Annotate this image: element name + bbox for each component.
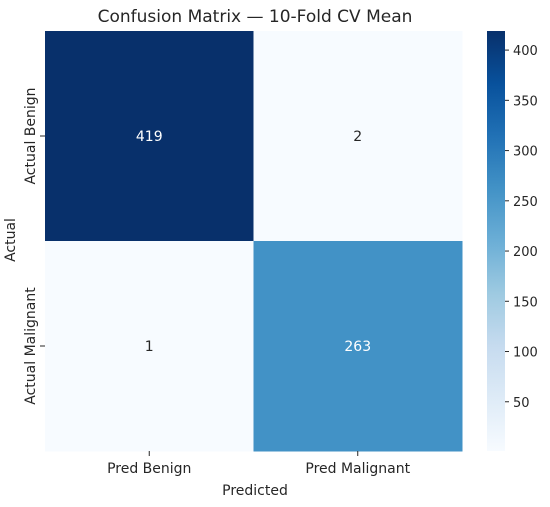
colorbar-tick-label: 200 [513, 245, 538, 260]
y-tick-label: Actual Benign [23, 87, 39, 184]
colorbar-tick-label: 100 [513, 346, 538, 361]
cell-annotation: 263 [344, 339, 371, 355]
heatmap-cells [45, 31, 463, 452]
colorbar-tick-label: 300 [513, 145, 538, 160]
x-axis-ticks: Pred Benign Pred Malignant [107, 451, 411, 477]
colorbar-tick-label: 150 [513, 295, 538, 310]
y-axis-ticks: Actual Benign Actual Malignant [23, 87, 45, 405]
x-tick-label: Pred Benign [107, 461, 191, 477]
heatmap-cell-r1-c1 [253, 241, 463, 452]
y-tick-label: Actual Malignant [23, 287, 39, 405]
colorbar-tick-label: 250 [513, 195, 538, 210]
colorbar [487, 31, 505, 451]
x-tick-label: Pred Malignant [305, 461, 410, 477]
cell-annotation: 419 [136, 129, 163, 145]
cell-annotation: 1 [145, 339, 154, 355]
y-axis-label: Actual [3, 218, 19, 262]
cell-annotations: 419 2 1 263 [136, 129, 371, 355]
colorbar-tick-label: 400 [513, 44, 538, 59]
colorbar-tick-label: 50 [513, 396, 530, 411]
x-axis-label: Predicted [222, 483, 288, 499]
chart-title: Confusion Matrix — 10-Fold CV Mean [98, 7, 413, 27]
heatmap-cell-r0-c0 [45, 31, 254, 242]
heatmap-cell-r0-c1 [253, 31, 463, 242]
heatmap-cell-r1-c0 [45, 241, 254, 452]
cell-annotation: 2 [353, 129, 362, 145]
colorbar-ticks: 50 100 150 200 250 300 350 400 [505, 44, 538, 411]
colorbar-tick-label: 350 [513, 94, 538, 109]
